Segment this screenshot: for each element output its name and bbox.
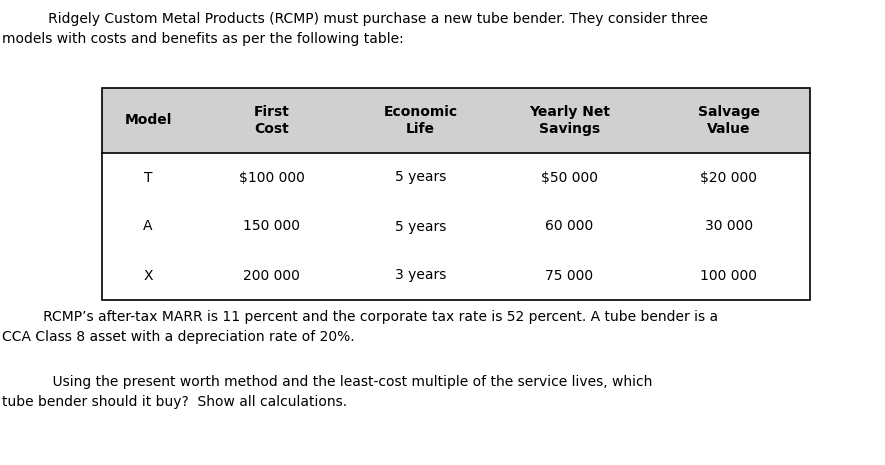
Text: A: A — [143, 219, 153, 233]
Text: First
Cost: First Cost — [254, 105, 290, 136]
Text: 5 years: 5 years — [395, 171, 446, 185]
Text: RCMP’s after-tax MARR is 11 percent and the corporate tax rate is 52 percent. A : RCMP’s after-tax MARR is 11 percent and … — [30, 310, 718, 324]
Text: Yearly Net
Savings: Yearly Net Savings — [528, 105, 610, 136]
Text: $100 000: $100 000 — [239, 171, 304, 185]
Bar — [102, 88, 810, 153]
Text: T: T — [143, 171, 152, 185]
Text: Using the present worth method and the least-cost multiple of the service lives,: Using the present worth method and the l… — [35, 375, 652, 389]
Text: 3 years: 3 years — [395, 268, 446, 283]
Text: 75 000: 75 000 — [545, 268, 593, 283]
Text: Ridgely Custom Metal Products (RCMP) must purchase a new tube bender. They consi: Ridgely Custom Metal Products (RCMP) mus… — [35, 12, 708, 26]
Text: X: X — [143, 268, 153, 283]
Text: Salvage
Value: Salvage Value — [697, 105, 759, 136]
Text: CCA Class 8 asset with a depreciation rate of 20%.: CCA Class 8 asset with a depreciation ra… — [2, 330, 355, 344]
Text: 150 000: 150 000 — [243, 219, 300, 233]
Bar — [102, 88, 810, 300]
Text: 5 years: 5 years — [395, 219, 446, 233]
Text: 60 000: 60 000 — [545, 219, 594, 233]
Text: Model: Model — [124, 113, 172, 127]
Text: tube bender should it buy?  Show all calculations.: tube bender should it buy? Show all calc… — [2, 395, 347, 409]
Text: models with costs and benefits as per the following table:: models with costs and benefits as per th… — [2, 32, 404, 46]
Text: 100 000: 100 000 — [700, 268, 757, 283]
Text: Economic
Life: Economic Life — [383, 105, 458, 136]
Text: $50 000: $50 000 — [541, 171, 597, 185]
Text: 30 000: 30 000 — [704, 219, 752, 233]
Text: $20 000: $20 000 — [700, 171, 757, 185]
Text: 200 000: 200 000 — [243, 268, 300, 283]
